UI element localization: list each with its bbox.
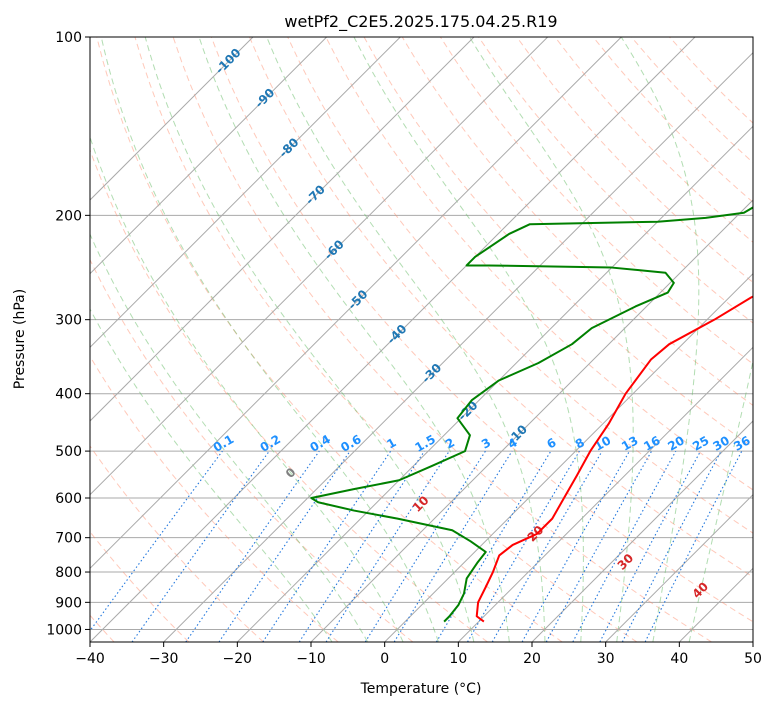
isotherm (457, 346, 753, 642)
background-lines (90, 37, 753, 642)
moist-adiabat (353, 37, 584, 642)
temperature-line (475, 295, 753, 623)
moist-adiabat (688, 358, 753, 642)
isotherm (90, 37, 328, 275)
dry-adiabat (90, 355, 339, 642)
dry-adiabat (96, 37, 563, 642)
x-axis: −40 −30 −20 −10 0 10 20 30 40 50 (75, 642, 762, 667)
mixing-ratio-line (185, 450, 320, 642)
isotherm (678, 567, 753, 642)
dry-adiabat (134, 37, 638, 642)
mixing-ratio-line (435, 450, 552, 642)
plot-frame (89, 36, 754, 643)
isotherm (236, 125, 753, 642)
y-tick-label: 400 (55, 387, 82, 403)
dewpoint-line (310, 206, 753, 623)
dry-adiabat (287, 37, 753, 534)
isotherm (90, 37, 254, 201)
dry-adiabat (90, 531, 190, 642)
x-tick-label: 20 (523, 651, 541, 667)
isotherm (90, 37, 696, 642)
mixing-ratio-line (298, 450, 425, 642)
moist-adiabat (90, 135, 404, 642)
wetbulb-label: 10 (410, 493, 432, 515)
moist-adiabat (469, 37, 634, 642)
dry-adiabat (90, 445, 264, 642)
x-tick-label: 40 (670, 651, 688, 667)
dry-adiabat (172, 37, 712, 642)
mixing-ratio-line (545, 450, 653, 642)
dry-adiabat (325, 37, 753, 491)
dry-adiabat (554, 37, 753, 243)
mixing-ratio-line (521, 450, 630, 642)
mixing-ratio-line (599, 450, 702, 642)
wetbulb-label: 0 (283, 465, 299, 481)
dry-adiabat (249, 37, 753, 578)
mixing-ratio-line (644, 450, 743, 642)
y-tick-label: 900 (55, 595, 82, 611)
mixing-ratio-label: 2 (443, 435, 457, 451)
mixing-ratio-line (131, 450, 270, 642)
y-tick-label: 700 (55, 531, 82, 547)
moist-adiabat (144, 37, 475, 642)
x-tick-label: −30 (149, 651, 179, 667)
pressure-gridlines (90, 36, 753, 630)
moist-adiabat (100, 37, 439, 642)
y-axis: 100 200 300 400 500 600 700 800 900 1000 (46, 30, 90, 638)
moist-adiabat (266, 37, 546, 642)
wetbulb-label: 30 (615, 551, 637, 573)
isotherm (90, 37, 622, 570)
mixing-ratio-line (325, 450, 450, 642)
mixing-ratio-label: 6 (544, 435, 558, 451)
isotherm (384, 272, 753, 642)
x-tick-label: −40 (75, 651, 105, 667)
y-tick-label: 200 (55, 208, 82, 224)
dry-adiabat (210, 37, 753, 623)
y-tick-label: 300 (55, 313, 82, 329)
dry-adiabat (90, 258, 414, 642)
isotherm (163, 51, 753, 642)
sounding-series (310, 206, 753, 623)
mixing-ratio-line (262, 450, 392, 642)
dry-adiabat (90, 148, 488, 642)
mixing-ratio-line (364, 450, 486, 642)
y-tick-label: 100 (55, 30, 82, 46)
y-axis-label: Pressure (hPa) (12, 289, 28, 389)
chart-title: wetPf2_C2E5.2025.175.04.25.R19 (284, 12, 557, 32)
mixing-ratio-line (90, 450, 223, 632)
isotherm (605, 493, 753, 642)
isotherm (310, 199, 753, 642)
y-tick-label: 800 (55, 565, 82, 581)
mixing-ratio-label: 1 (384, 435, 398, 451)
x-tick-label: 10 (449, 651, 467, 667)
x-tick-label: −20 (223, 651, 253, 667)
moist-adiabat (90, 308, 333, 642)
x-tick-label: 50 (744, 651, 762, 667)
mixing-ratio-line (393, 450, 513, 642)
dry-adiabat (592, 37, 753, 203)
isotherm (752, 641, 753, 642)
mixing-ratio-label: 3 (479, 435, 493, 451)
dry-adiabat (516, 37, 753, 284)
isotherm (531, 420, 753, 642)
moist-adiabat (198, 37, 510, 642)
y-tick-label: 1000 (46, 622, 82, 638)
isotherm (90, 37, 475, 422)
moist-adiabat (90, 233, 369, 642)
mixing-ratio-line (572, 450, 677, 642)
x-tick-label: 30 (597, 651, 615, 667)
x-axis-label: Temperature (°C) (360, 681, 482, 697)
x-tick-label: 0 (380, 651, 389, 667)
dry-adiabat (439, 37, 753, 365)
isotherm (90, 37, 401, 349)
y-tick-label: 600 (55, 491, 82, 507)
moist-adiabat (620, 37, 700, 642)
dry-adiabat (669, 37, 753, 124)
mixing-ratio-line (218, 450, 351, 642)
isotherm (90, 37, 549, 496)
y-tick-label: 500 (55, 444, 82, 460)
x-tick-label: −10 (296, 651, 326, 667)
